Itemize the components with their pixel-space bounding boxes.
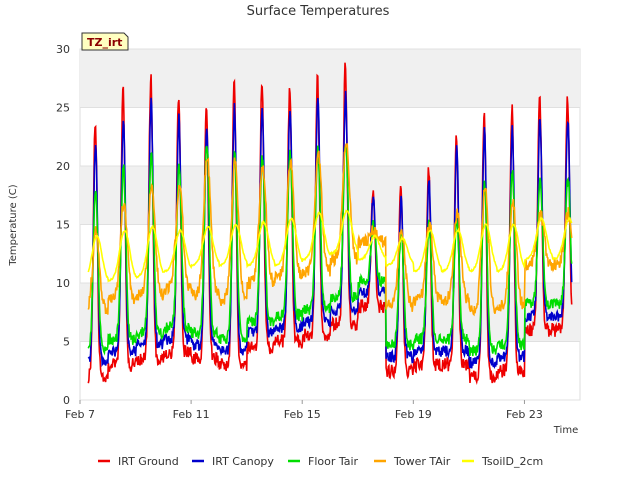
series-line-tsoild-2cm bbox=[87, 209, 573, 283]
y-tick-label: 0 bbox=[63, 394, 70, 407]
legend-label: Tower TAir bbox=[393, 455, 451, 468]
x-tick-label: Feb 11 bbox=[173, 408, 210, 421]
y-tick-label: 25 bbox=[56, 102, 70, 115]
y-tick-label: 15 bbox=[56, 219, 70, 232]
legend-label: IRT Canopy bbox=[212, 455, 274, 468]
plot-band bbox=[80, 49, 580, 108]
legend-label: TsoilD_2cm bbox=[481, 455, 543, 468]
y-tick-label: 30 bbox=[56, 43, 70, 56]
legend-label: Floor Tair bbox=[308, 455, 359, 468]
plot-band bbox=[80, 166, 580, 225]
series-line-floor-tair bbox=[87, 145, 573, 357]
x-tick-label: Feb 15 bbox=[284, 408, 321, 421]
y-tick-label: 5 bbox=[63, 336, 70, 349]
chart-title: Surface Temperatures bbox=[247, 4, 390, 19]
x-tick-label: Feb 23 bbox=[506, 408, 543, 421]
x-axis-title: Time bbox=[553, 425, 578, 436]
legend-label: IRT Ground bbox=[118, 455, 179, 468]
series-line-tower-tair bbox=[87, 143, 573, 317]
x-axis: Feb 7 Feb 11 Feb 15 Feb 19 Feb 23 bbox=[65, 400, 543, 421]
series-line-irt-ground bbox=[87, 62, 573, 385]
series-lines bbox=[87, 62, 573, 385]
y-axis-title: Temperature (C) bbox=[8, 184, 19, 266]
badge-label: TZ_irt bbox=[87, 36, 122, 49]
site-badge: TZ_irt bbox=[81, 32, 129, 51]
series-line-irt-canopy bbox=[87, 90, 573, 370]
legend: IRT Ground IRT Canopy Floor Tair Tower TAir… bbox=[98, 455, 543, 468]
x-tick-label: Feb 19 bbox=[395, 408, 432, 421]
x-tick-label: Feb 7 bbox=[65, 408, 95, 421]
badge-box bbox=[81, 32, 129, 51]
y-tick-label: 10 bbox=[56, 277, 70, 290]
y-tick-label: 20 bbox=[56, 160, 70, 173]
y-axis: 0 5 10 15 20 25 30 bbox=[56, 43, 70, 407]
